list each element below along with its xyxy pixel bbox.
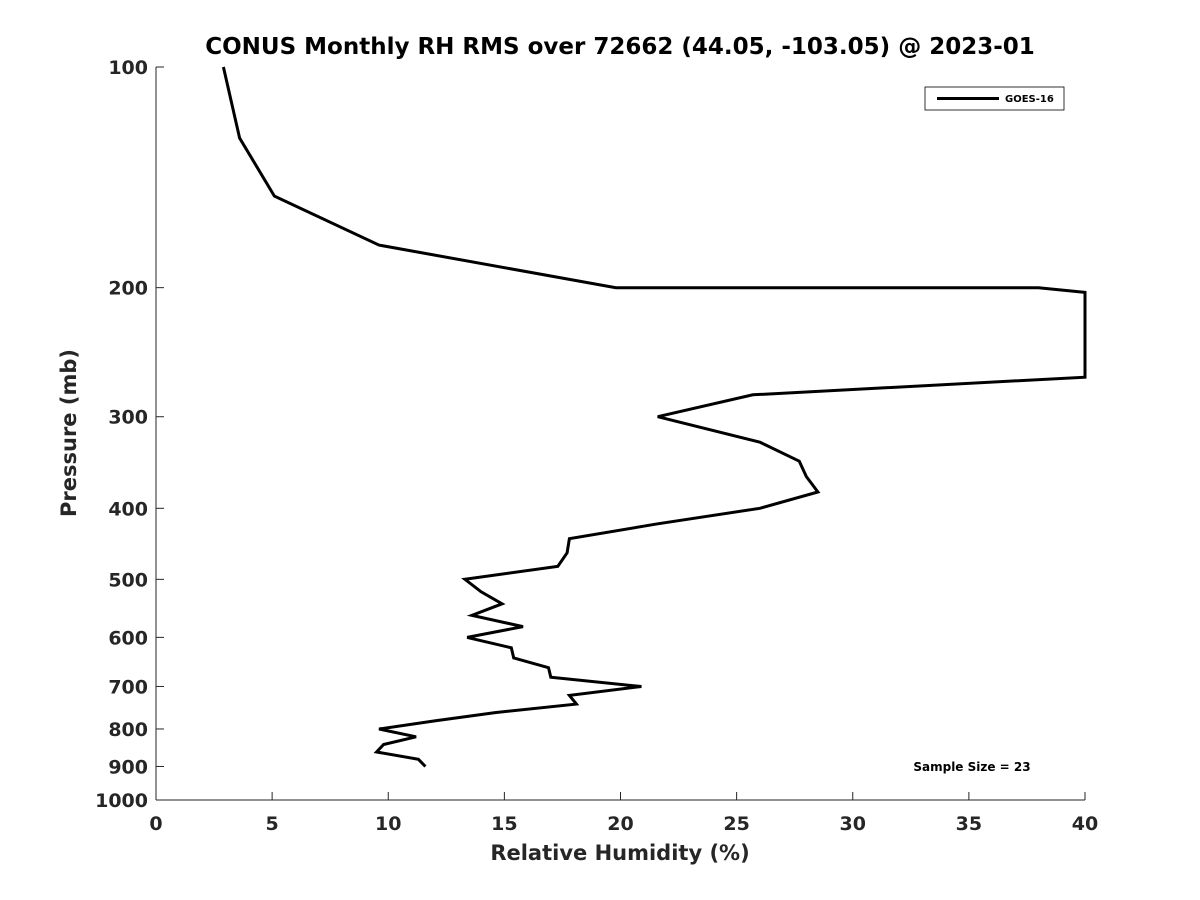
y-tick-label-2: 300 — [108, 407, 148, 429]
x-tick-label-6: 30 — [840, 813, 866, 835]
y-axis-label: Pressure (mb) — [57, 349, 81, 517]
x-tick-label-8: 40 — [1072, 813, 1098, 835]
chart-title: CONUS Monthly RH RMS over 72662 (44.05, … — [205, 34, 1035, 60]
y-tick-label-5: 600 — [108, 627, 148, 649]
x-tick-label-2: 10 — [375, 813, 401, 835]
legend: GOES-16 — [924, 86, 1065, 111]
sample-size-annotation: Sample Size = 23 — [913, 760, 1030, 774]
x-tick-label-5: 25 — [723, 813, 749, 835]
y-tick-label-1: 200 — [108, 278, 148, 300]
x-tick-label-4: 20 — [607, 813, 633, 835]
x-tick-label-0: 0 — [149, 813, 162, 835]
y-axis-ticks: 100 200 300 400 500 600 700 800 900 1000 — [95, 57, 164, 812]
y-tick-label-0: 100 — [108, 57, 148, 79]
series-line-goes-16 — [221, 66, 1087, 768]
series-layer — [221, 66, 1087, 768]
x-axis-ticks: 0 5 10 15 20 25 30 35 40 — [149, 792, 1098, 835]
y-tick-label-8: 900 — [108, 756, 148, 778]
y-tick-label-4: 500 — [108, 569, 148, 591]
y-tick-label-9: 1000 — [95, 790, 148, 812]
x-tick-label-3: 15 — [491, 813, 517, 835]
x-axis-label: Relative Humidity (%) — [490, 841, 749, 865]
plot-area — [156, 67, 1085, 800]
y-tick-label-7: 800 — [108, 719, 148, 741]
x-tick-label-7: 35 — [956, 813, 982, 835]
legend-label-goes-16: GOES-16 — [1005, 94, 1054, 105]
y-tick-label-6: 700 — [108, 676, 148, 698]
y-tick-label-3: 400 — [108, 498, 148, 520]
x-tick-label-1: 5 — [266, 813, 279, 835]
